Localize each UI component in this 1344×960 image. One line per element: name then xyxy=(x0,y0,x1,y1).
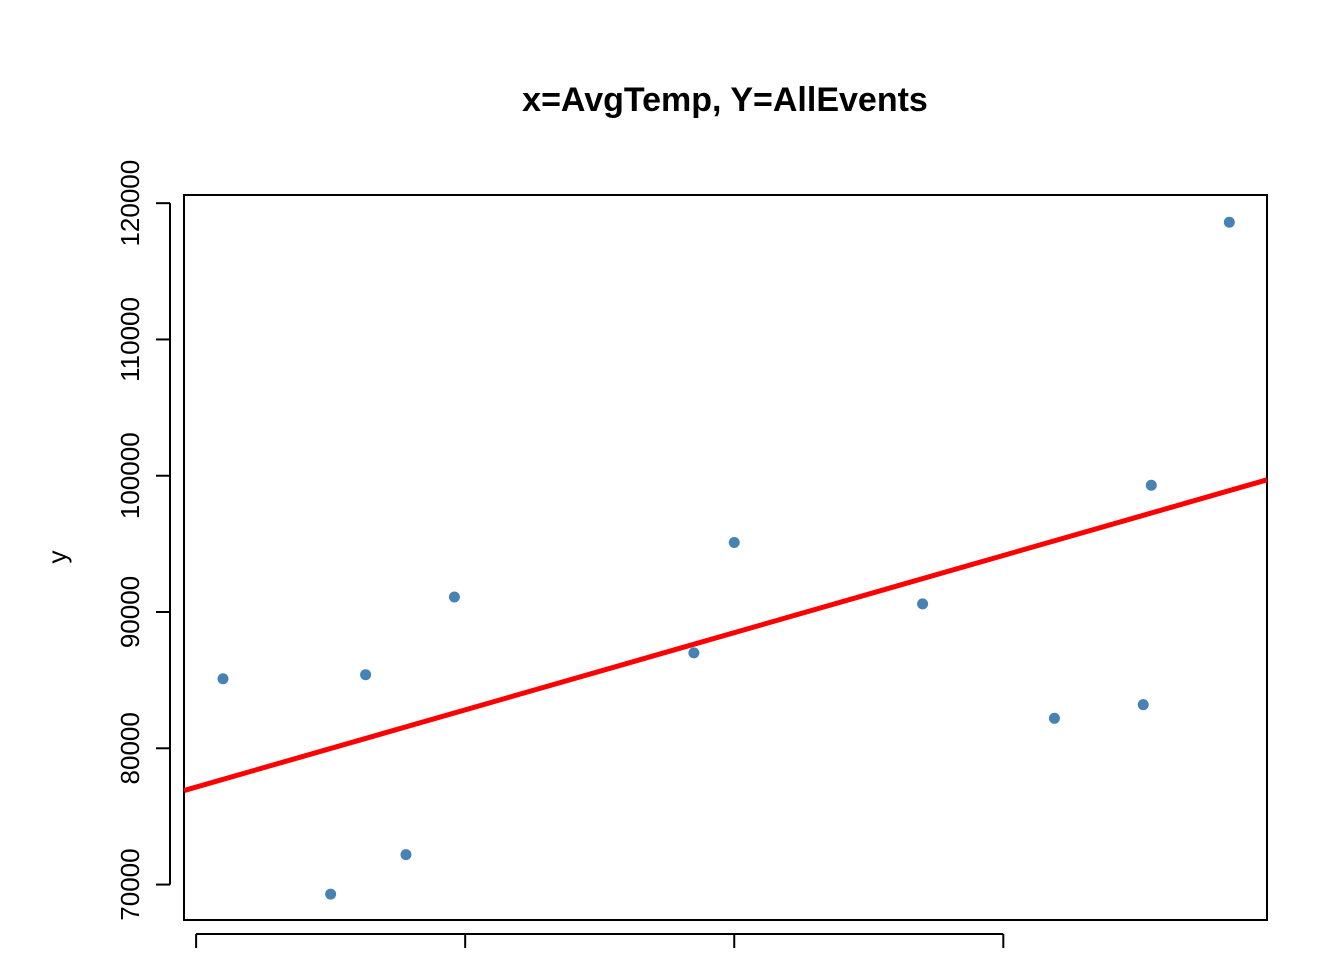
data-points xyxy=(217,216,1235,900)
plot-frame xyxy=(183,194,1268,921)
data-point xyxy=(400,849,412,861)
data-point xyxy=(917,598,929,610)
y-tick-label: 110000 xyxy=(115,297,145,382)
data-point xyxy=(1048,712,1060,724)
y-tick-label: 90000 xyxy=(115,576,145,648)
data-point xyxy=(688,647,700,659)
y-tick-label: 100000 xyxy=(115,432,145,519)
data-point xyxy=(448,591,460,603)
chart-title: x=AvgTemp, Y=AllEvents xyxy=(522,81,928,119)
y-tick-label: 120000 xyxy=(115,160,145,247)
y-tick-label: 70000 xyxy=(115,848,145,920)
data-point xyxy=(728,537,740,549)
data-point xyxy=(1223,216,1235,228)
y-axis-label: y xyxy=(42,551,72,564)
y-axis: 70000 80000 90000 100000 110000 120000 xyxy=(115,160,171,921)
data-point xyxy=(1145,479,1157,491)
x-axis xyxy=(195,933,1005,948)
regression-line xyxy=(183,477,1268,793)
data-point xyxy=(1137,699,1149,711)
y-tick-label: 80000 xyxy=(115,712,145,784)
data-point xyxy=(217,673,229,685)
data-point xyxy=(325,888,337,900)
regression-series xyxy=(183,477,1268,793)
data-point xyxy=(360,669,372,681)
